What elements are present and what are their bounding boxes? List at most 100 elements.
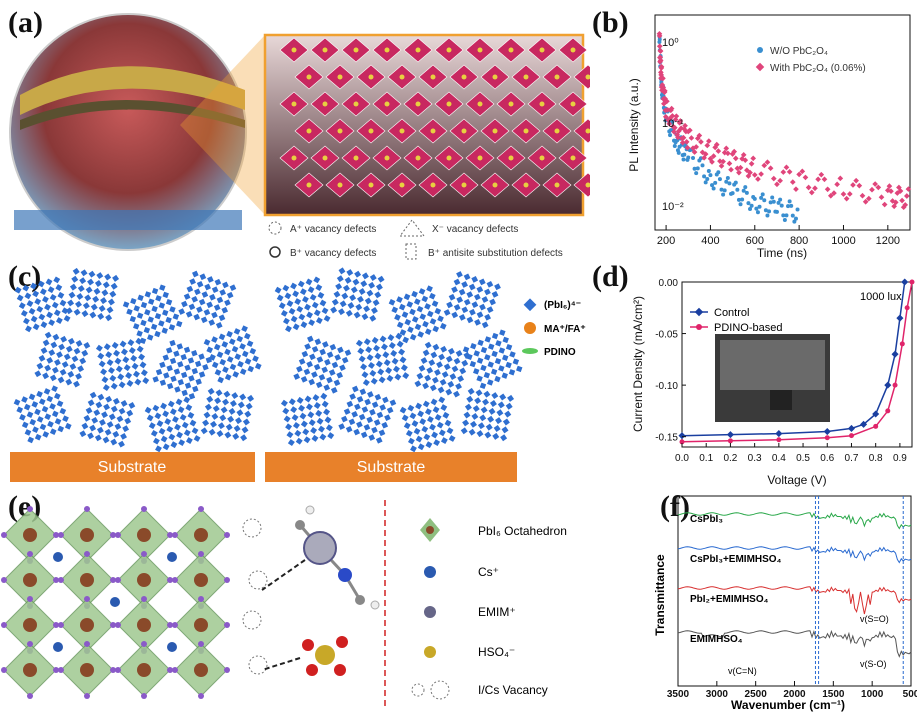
pb-atom: [23, 528, 37, 542]
data-point: [765, 213, 770, 218]
cation-dot: [554, 182, 560, 188]
pbi6-octahedron: [120, 348, 128, 356]
legend-label: Cs⁺: [478, 565, 499, 579]
pointer-arrow: [261, 657, 301, 671]
data-point: [755, 176, 761, 182]
pbi6-octahedron: [282, 284, 290, 292]
pbi6-octahedron: [112, 397, 120, 405]
pbi6-octahedron: [224, 373, 232, 381]
data-point: [760, 192, 765, 197]
data-point: [818, 171, 825, 178]
pbi6-octahedron: [196, 280, 204, 288]
data-point: [742, 157, 749, 163]
cation-dot: [384, 47, 390, 53]
data-point: [808, 189, 815, 196]
cation-dot: [523, 74, 529, 80]
pbi6-octahedron: [311, 434, 319, 442]
data-point: [735, 187, 740, 192]
data-point: [892, 199, 899, 206]
pbi6-octahedron: [463, 411, 471, 419]
cation-dot: [446, 101, 452, 107]
pbi6-octahedron: [457, 375, 465, 383]
iodide-atom: [110, 667, 116, 673]
data-point: [732, 155, 739, 162]
data-point: [700, 163, 705, 168]
pbi6-octahedron: [44, 331, 52, 339]
data-point: [790, 213, 795, 218]
pbi6-octahedron: [394, 314, 401, 321]
pbi6-octahedron: [276, 294, 284, 302]
pbi6-octahedron: [310, 427, 318, 435]
pbi6-octahedron: [409, 308, 416, 316]
y-axis-label: Current Density (mA/cm²): [631, 296, 645, 432]
pbi6-octahedron: [83, 342, 91, 349]
iodide-atom: [141, 641, 147, 647]
pbi6-octahedron: [368, 281, 376, 289]
pb-atom: [194, 663, 208, 677]
pbi6-octahedron: [298, 358, 306, 365]
pbi6-octahedron: [96, 272, 104, 280]
pbi6-octahedron: [59, 299, 67, 307]
pbi6-octahedron: [193, 313, 201, 321]
pbi6-octahedron: [286, 431, 294, 439]
pbi6-octahedron: [32, 426, 39, 434]
pbi6-octahedron: [81, 422, 89, 430]
data-point: [678, 432, 686, 440]
pbi6-octahedron: [347, 302, 355, 309]
cation-dot: [430, 74, 436, 80]
pbi6-octahedron: [311, 345, 319, 353]
pbi6-octahedron: [368, 434, 376, 441]
pbi6-octahedron: [85, 286, 93, 294]
cation-dot: [539, 101, 545, 107]
pbi6-octahedron: [109, 290, 117, 298]
data-point: [757, 204, 762, 209]
pbi6-octahedron: [133, 305, 140, 312]
data-point: [736, 197, 741, 202]
pbi6-octahedron: [180, 371, 188, 379]
pbi6-octahedron: [240, 434, 248, 442]
pbi6-octahedron: [323, 408, 331, 416]
pbi6-octahedron: [44, 413, 52, 421]
data-point: [840, 191, 847, 197]
pbi6-octahedron: [505, 343, 513, 351]
pbi6-octahedron: [496, 409, 504, 417]
pbi6-octahedron: [313, 309, 321, 317]
cation-dot: [585, 74, 591, 80]
cation-dot: [539, 155, 545, 161]
pbi6-octahedron: [173, 368, 181, 375]
cation-dot: [291, 101, 297, 107]
pbi6-octahedron: [127, 339, 135, 347]
x-vacancy-label: X⁻ vacancy defects: [432, 224, 518, 235]
data-point: [793, 186, 799, 193]
cation-dot: [477, 47, 483, 53]
pbi6-octahedron: [79, 357, 87, 365]
pbi6-octahedron: [419, 313, 427, 321]
pbi6-octahedron: [32, 323, 40, 331]
data-point: [899, 197, 905, 204]
xtick-label: 200: [657, 235, 675, 247]
pbi6-octahedron: [137, 294, 144, 302]
data-point: [824, 435, 830, 441]
plot-frame: [681, 281, 913, 448]
panel-f-chart: 3500 3000 2500 2000 1500 1000 500 CsPbI₃ CsPbI…: [650, 490, 917, 712]
pbi6-octahedron: [101, 376, 109, 384]
pbi6-octahedron: [315, 381, 323, 389]
pbi6-octahedron: [228, 407, 236, 415]
pbi6-octahedron: [172, 416, 179, 423]
pbi6-octahedron: [47, 420, 54, 428]
pbi6-octahedron: [183, 429, 191, 437]
pbi6-octahedron: [67, 370, 75, 378]
crystal-grain: [65, 267, 120, 322]
pbi6-octahedron: [352, 278, 360, 286]
pbi6-octahedron: [387, 334, 395, 342]
pbi6-octahedron: [318, 373, 326, 381]
xtick-label: 2000: [783, 689, 806, 700]
pbi6-octahedron: [386, 374, 394, 382]
pbi6-octahedron: [54, 392, 61, 400]
pbi6-octahedron: [169, 339, 176, 347]
pbi6-octahedron: [129, 315, 137, 323]
pbi6-octahedron: [304, 303, 311, 311]
cation-dot: [554, 128, 560, 134]
pbi6-octahedron: [130, 354, 138, 362]
cation-dot: [384, 101, 390, 107]
